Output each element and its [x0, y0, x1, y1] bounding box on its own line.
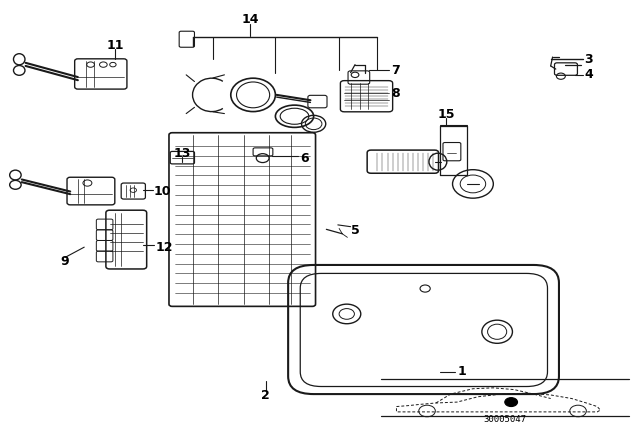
Text: 7: 7 — [391, 64, 399, 77]
Text: 11: 11 — [106, 39, 124, 52]
Text: 2: 2 — [262, 389, 270, 402]
Text: 10: 10 — [153, 185, 171, 198]
Text: 15: 15 — [437, 108, 455, 121]
Text: 3: 3 — [584, 53, 593, 66]
Text: 6: 6 — [300, 151, 308, 164]
Text: 14: 14 — [241, 13, 259, 26]
Text: 8: 8 — [391, 86, 399, 99]
Text: 4: 4 — [584, 69, 593, 82]
Text: 30005047: 30005047 — [483, 415, 526, 424]
Text: 1: 1 — [457, 365, 466, 378]
Text: 5: 5 — [351, 224, 360, 237]
Text: 13: 13 — [173, 147, 191, 160]
Text: 9: 9 — [61, 255, 69, 268]
Circle shape — [505, 398, 518, 406]
Text: 12: 12 — [155, 241, 173, 254]
